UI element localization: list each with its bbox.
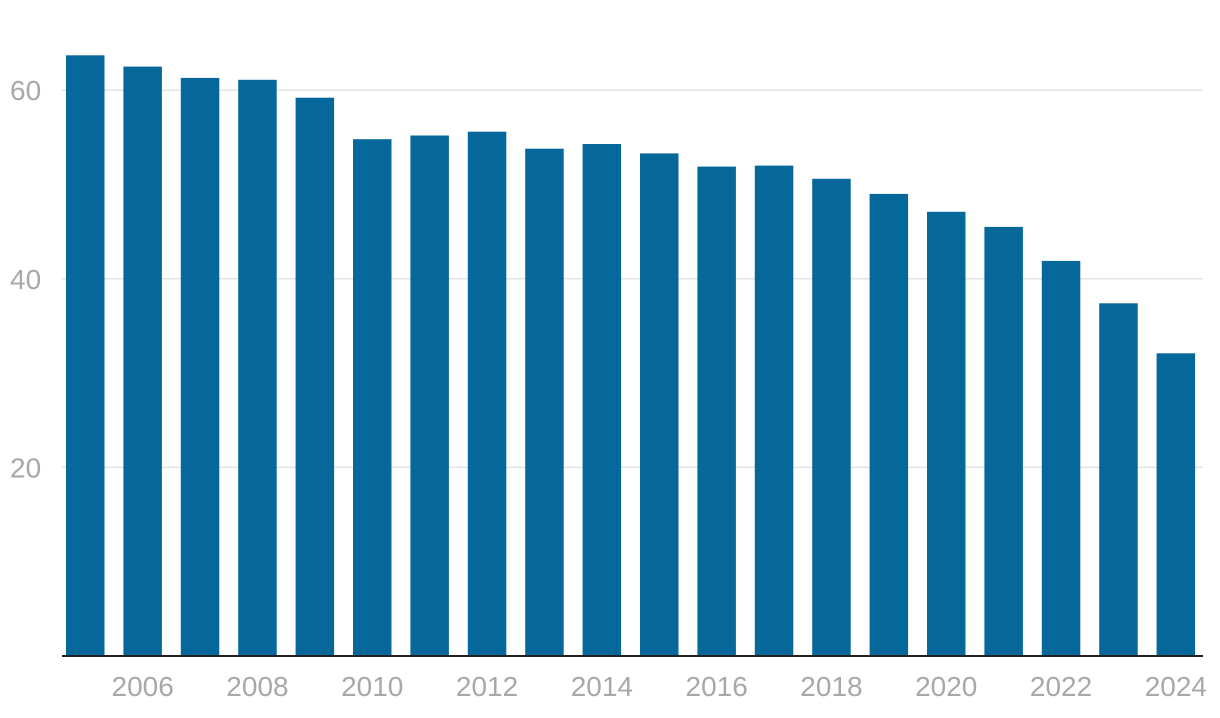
gridlines	[62, 89, 1203, 469]
bar-2022	[1041, 260, 1081, 656]
x-tick-label: 2010	[341, 671, 403, 702]
bar-2013	[525, 148, 564, 656]
bar-2006	[123, 66, 162, 657]
bar-2008	[238, 79, 277, 657]
bar-2005	[66, 55, 105, 657]
bar-2018	[812, 178, 851, 657]
y-tick-label: 60	[10, 75, 41, 106]
tick-labels: 20 40 60 2006 2008 2010 2012 2014 2016 2018 2020 20…	[10, 75, 1207, 702]
bar-2014	[582, 144, 622, 656]
bar-2009	[295, 97, 335, 656]
x-tick-label: 2018	[800, 671, 862, 702]
bar-2016	[697, 166, 736, 656]
x-tick-label: 2020	[915, 671, 977, 702]
bar-2007	[180, 77, 220, 656]
bar-2017	[754, 165, 794, 656]
bar-2020	[927, 211, 966, 657]
y-tick-label: 40	[10, 264, 41, 295]
x-tick-label: 2012	[456, 671, 518, 702]
bar-2012	[467, 131, 507, 656]
x-tick-label: 2014	[571, 671, 633, 702]
bar-2023	[1099, 303, 1138, 656]
bar-2015	[640, 153, 679, 656]
bar-2024	[1156, 353, 1196, 656]
bar-2019	[869, 193, 909, 656]
y-tick-label: 20	[10, 452, 41, 483]
x-tick-label: 2016	[686, 671, 748, 702]
x-tick-label: 2006	[112, 671, 174, 702]
bars	[66, 55, 1196, 657]
bar-2011	[410, 135, 449, 656]
x-tick-label: 2022	[1030, 671, 1092, 702]
x-tick-label: 2008	[226, 671, 288, 702]
bar-2010	[353, 139, 392, 656]
bar-2021	[984, 226, 1023, 656]
x-tick-label: 2024	[1145, 671, 1207, 702]
